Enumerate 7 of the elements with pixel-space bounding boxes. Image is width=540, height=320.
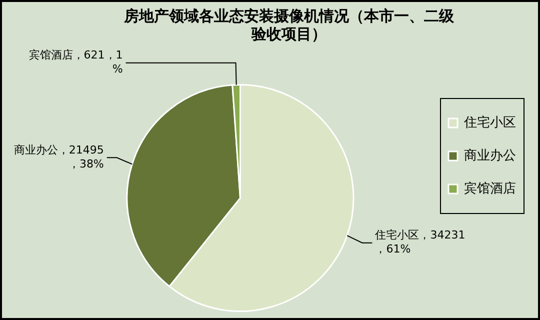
data-label: 宾馆酒店，621，1%: [28, 48, 123, 76]
chart-title: 房地产领域各业态安装摄像机情况（本市一、二级验收项目）: [123, 6, 455, 43]
data-label: 住宅小区，34231，61%: [375, 228, 466, 256]
legend-label: 宾馆酒店: [464, 180, 516, 196]
data-label: 商业办公，21495，38%: [14, 143, 104, 170]
legend-label: 住宅小区: [463, 114, 516, 130]
legend-label: 商业办公: [464, 148, 516, 164]
